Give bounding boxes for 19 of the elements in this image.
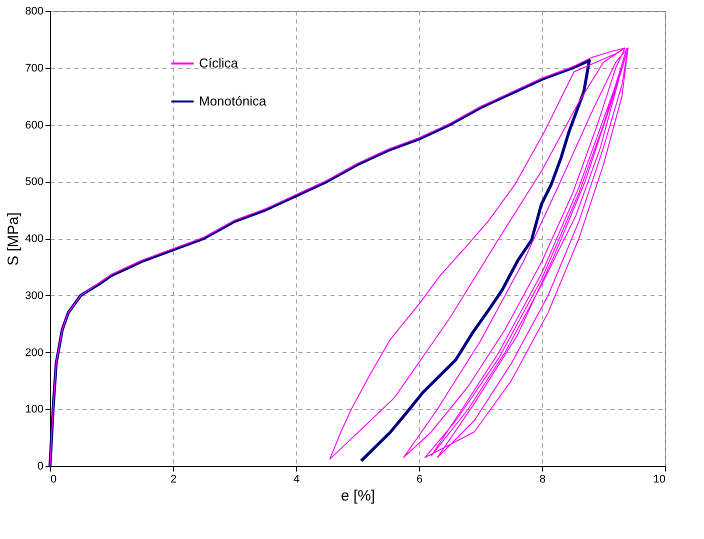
y-axis-title: S [MPa] bbox=[5, 212, 22, 266]
x-tick-label: 2 bbox=[170, 474, 177, 486]
y-tick-label: 800 bbox=[25, 6, 44, 18]
x-tick-label: 6 bbox=[416, 474, 423, 486]
y-tick-label: 300 bbox=[25, 290, 44, 302]
legend-label: Monotónica bbox=[199, 94, 267, 108]
legend-label: Cíclica bbox=[199, 56, 239, 70]
y-tick-label: 200 bbox=[25, 346, 44, 359]
x-axis-title: e [%] bbox=[340, 488, 376, 504]
y-tick-label: 400 bbox=[25, 233, 44, 245]
x-tick-label: 4 bbox=[293, 474, 300, 486]
y-tick-label: 500 bbox=[25, 176, 44, 188]
x-tick-label: 8 bbox=[539, 474, 546, 486]
y-tick-label: 700 bbox=[25, 62, 44, 74]
x-tick-label: 0 bbox=[50, 474, 57, 486]
x-tick-label: 10 bbox=[653, 474, 666, 486]
y-tick-label: 0 bbox=[37, 460, 44, 472]
y-tick-label: 100 bbox=[25, 404, 44, 416]
y-tick-label: 600 bbox=[25, 119, 44, 132]
